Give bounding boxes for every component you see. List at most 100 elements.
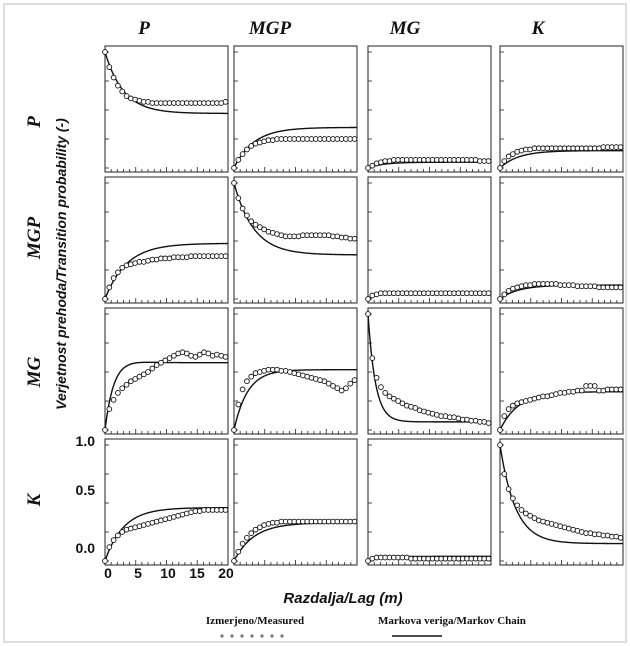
panel-mg-p-measured-point xyxy=(196,351,203,358)
panel-k-k-measured-point xyxy=(501,471,508,477)
column-label-mgp: MGP xyxy=(248,18,292,39)
panel-mgp-mgp-measured-point xyxy=(231,180,237,186)
x-tick-label-10: 10 xyxy=(160,565,176,581)
y-tick-label-1.0: 1.0 xyxy=(76,433,96,449)
panel-mgp-k-measured-point xyxy=(501,291,508,298)
panel-k-k-measured-point xyxy=(522,510,529,517)
panel-p-p-measured-point xyxy=(102,49,108,55)
panel-p-mgp-measured-point xyxy=(351,136,358,142)
panel-mg-p-measured-point xyxy=(162,357,169,364)
panel-mgp-p xyxy=(102,176,229,304)
panel-p-mgp xyxy=(231,45,358,173)
panel-mg-p-measured-point xyxy=(123,381,130,388)
panel-mgp-p-measured-point xyxy=(119,264,126,271)
panel-mg-k-measured-point xyxy=(510,402,516,409)
panel-k-k-markov-curve xyxy=(499,444,624,545)
legend-measured-dot xyxy=(270,634,274,638)
panel-p-mg-measured-point xyxy=(365,165,371,171)
panel-mg-p-measured-point xyxy=(171,352,177,359)
x-tick-label-5: 5 xyxy=(134,565,142,581)
panel-mg-mgp-measured-point xyxy=(351,377,358,383)
panel-k-k-measured-point xyxy=(514,502,521,509)
panel-mgp-k xyxy=(497,176,624,304)
panel-mgp-mgp-measured-point xyxy=(248,218,255,225)
panel-k-mgp-measured-point xyxy=(231,558,237,564)
legend-measured-marker xyxy=(220,634,284,638)
panel-mg-mg-measured-point xyxy=(365,311,371,317)
panel-mg-mg-measured-point xyxy=(399,400,406,407)
panel-mg-p-measured-point xyxy=(136,373,143,380)
legend-model-label: Markova veriga/Markov Chain xyxy=(378,615,526,627)
panel-p-k-measured-point xyxy=(510,151,516,157)
panel-p-p-measured-point xyxy=(123,93,130,99)
panel-k-mgp-measured-point xyxy=(235,548,242,555)
panel-k-k-measured-point xyxy=(617,534,624,541)
panel-k-mgp-measured-point xyxy=(351,518,358,525)
panel-mg-k-measured-point xyxy=(505,406,512,412)
panel-k-mgp-measured-point xyxy=(256,524,263,531)
y-tick-label-0.0: 0.0 xyxy=(76,540,96,556)
panel-mgp-mgp-measured-point xyxy=(261,226,267,233)
panel-mg-p-measured-point xyxy=(183,350,190,357)
panel-mgp-mg-measured-point xyxy=(485,290,492,297)
legend: Izmerjeno/Measured Markova veriga/Markov… xyxy=(206,615,526,638)
panel-mg-k-measured-point xyxy=(497,427,503,433)
panel-mg-mg-measured-point xyxy=(390,395,397,402)
panel-mg-k xyxy=(497,307,624,435)
panel-mgp-p-frame xyxy=(104,176,229,304)
panel-p-p-measured-point xyxy=(110,74,117,81)
panel-mg-mg-measured-point xyxy=(373,374,380,381)
panel-k-k-measured-point xyxy=(527,512,533,519)
panel-p-p-markov-curve xyxy=(104,51,228,115)
panel-mg-mgp-measured-point xyxy=(325,380,332,387)
panel-p-k-measured-point xyxy=(501,158,508,164)
panel-mg-k-measured-point xyxy=(501,413,508,419)
panel-mg-p-measured-point xyxy=(149,365,156,372)
panel-k-k xyxy=(497,438,624,566)
panel-mg-p-measured-point xyxy=(153,362,160,368)
column-label-p: P xyxy=(137,18,150,39)
panel-k-mgp-measured-point xyxy=(248,530,255,537)
panel-k-p xyxy=(102,438,229,566)
panel-k-mg-measured-point xyxy=(365,558,371,564)
panel-k-p-measured-point xyxy=(102,558,108,564)
panel-mgp-mgp xyxy=(231,176,358,304)
row-label-mg: MG xyxy=(24,356,45,388)
panel-mg-mgp-measured-point xyxy=(347,380,354,387)
panel-p-p-measured-point xyxy=(119,88,126,95)
panel-mgp-k-frame xyxy=(499,176,624,304)
panel-mg-p-measured-point xyxy=(110,396,117,403)
panel-mgp-k-measured-point xyxy=(497,296,503,302)
panel-mgp-mgp-measured-point xyxy=(239,205,246,212)
x-axis-label: Razdalja/Lag (m) xyxy=(283,590,402,607)
legend-measured-dot xyxy=(220,634,224,638)
panel-mg-p-frame xyxy=(104,307,229,435)
panel-p-k xyxy=(497,45,624,173)
panel-mgp-p-measured-point xyxy=(115,269,121,276)
panel-mg-p-measured-point xyxy=(115,390,121,396)
y-axis-label: Verjetnost prehoda/Transition probabilit… xyxy=(53,118,69,410)
panel-mgp-mgp-measured-point xyxy=(252,221,259,228)
panel-mgp-mg-frame xyxy=(367,176,492,304)
panel-mgp-mg-measured-point xyxy=(365,296,371,302)
panel-p-mg-frame xyxy=(367,45,492,173)
panel-mg-mg-measured-point xyxy=(378,384,384,390)
panel-p-k-markov-curve xyxy=(499,149,623,169)
panel-k-mg-frame xyxy=(367,438,492,566)
panel-mg-k-measured-point xyxy=(578,387,585,394)
panel-mg-k-measured-point xyxy=(617,386,624,393)
row-label-k: K xyxy=(24,492,45,507)
panel-mg-mgp-measured-point xyxy=(239,386,246,393)
panel-mg-p-measured-point xyxy=(127,378,134,385)
panel-mg-mgp-measured-point xyxy=(231,427,237,433)
panel-mg-mg xyxy=(365,307,492,435)
panel-mg-mgp-measured-point xyxy=(338,387,345,394)
panel-mg-mg-measured-point xyxy=(386,393,393,400)
panel-p-mg-measured-point xyxy=(369,162,376,169)
panel-mg-mg-measured-point xyxy=(382,390,389,396)
panel-k-mgp-measured-point xyxy=(252,526,259,533)
legend-measured-dot xyxy=(240,634,244,638)
panel-mg-mg-measured-point xyxy=(412,405,419,411)
panel-mgp-mg xyxy=(365,176,492,304)
